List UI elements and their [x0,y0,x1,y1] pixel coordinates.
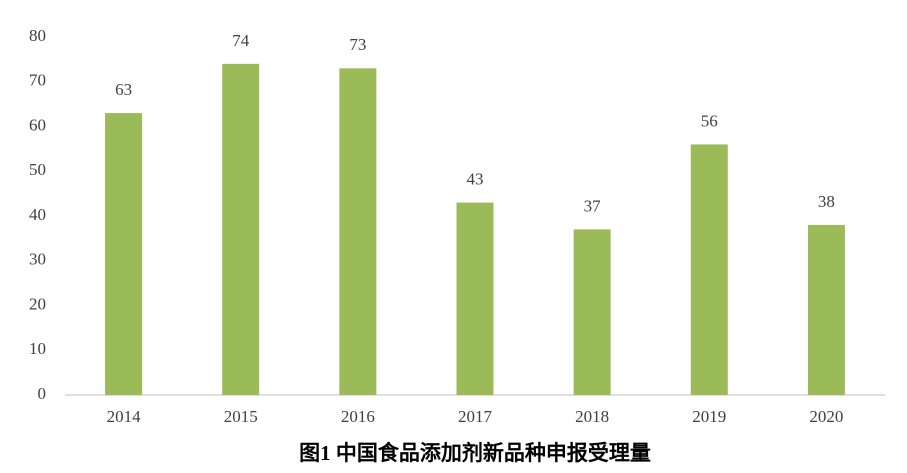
x-tick-label: 2015 [224,407,258,426]
bar [339,68,377,395]
chart-title: 图1 中国食品添加剂新品种申报受理量 [299,441,651,465]
bar [573,229,611,395]
y-tick-label: 0 [38,384,47,403]
data-label: 74 [232,31,250,50]
bar [222,63,260,395]
x-tick-label: 2014 [107,407,142,426]
x-tick-label: 2020 [809,407,843,426]
data-label: 37 [584,196,602,215]
y-tick-label: 30 [29,250,46,269]
bar [807,224,845,395]
data-label: 73 [349,35,366,54]
y-tick-label: 50 [29,160,46,179]
x-tick-label: 2018 [575,407,609,426]
bar [690,144,728,395]
bar [105,113,143,395]
y-tick-label: 70 [29,71,46,90]
y-tick-label: 60 [29,115,46,134]
y-tick-label: 80 [29,26,46,45]
x-tick-label: 2016 [341,407,375,426]
y-tick-label: 10 [29,339,46,358]
data-label: 63 [115,80,132,99]
x-tick-label: 2019 [692,407,726,426]
data-label: 43 [467,169,484,188]
data-label: 56 [701,111,718,130]
data-label: 38 [818,192,835,211]
y-tick-label: 40 [29,205,46,224]
bar [456,202,494,395]
x-tick-label: 2017 [458,407,493,426]
y-tick-label: 20 [29,294,46,313]
